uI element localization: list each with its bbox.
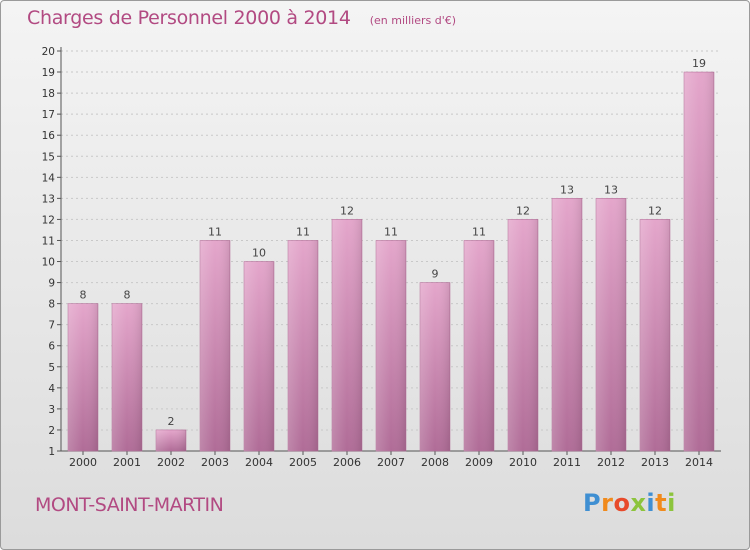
x-tick-label-2013: 2013 [641,456,669,469]
y-tick-label: 7 [48,320,55,332]
x-tick-label-2008: 2008 [421,456,449,469]
data-label-2006: 12 [340,204,354,217]
y-tick-label: 13 [42,193,55,205]
y-tick-label: 8 [48,299,55,311]
x-tick-label-2009: 2009 [465,456,493,469]
data-label-2010: 12 [516,204,530,217]
x-tick-label-2006: 2006 [333,456,361,469]
bar-shade-2001 [112,303,142,451]
y-tick-label: 19 [42,67,55,79]
y-tick-label: 9 [48,278,55,290]
data-label-2011: 13 [560,183,574,196]
bar-shade-2003 [200,240,230,451]
x-tick-label-2004: 2004 [245,456,273,469]
bar-shade-2014 [684,72,714,451]
bar-shade-2006 [332,219,362,451]
y-tick-label: 3 [48,404,55,416]
data-label-2014: 19 [692,57,706,70]
data-label-2009: 11 [472,225,486,238]
data-label-2008: 9 [432,268,439,281]
y-tick-label: 18 [42,88,55,100]
x-tick-label-2011: 2011 [553,456,581,469]
y-tick-label: 16 [42,130,56,142]
labels: 1234567891011121314151617181920820008200… [42,46,713,469]
y-tick-label: 2 [48,425,55,437]
bar-shade-2010 [508,219,538,451]
title-row: Charges de Personnel 2000 à 2014 (en mil… [27,7,456,29]
x-tick-label-2003: 2003 [201,456,229,469]
brand-logo[interactable]: Proxiti [583,489,676,517]
bar-shade-2005 [288,240,318,451]
place-name: MONT-SAINT-MARTIN [35,494,224,516]
brand-letter: i [646,489,656,517]
data-label-2002: 2 [168,415,175,428]
y-tick-label: 14 [42,172,56,184]
x-tick-label-2007: 2007 [377,456,405,469]
y-tick-label: 4 [48,383,55,395]
data-label-2000: 8 [80,289,87,302]
bar-shade-2000 [68,303,98,451]
x-tick-label-2001: 2001 [113,456,141,469]
bars [67,71,715,452]
data-label-2005: 11 [296,225,310,238]
brand-letter: P [583,489,602,517]
x-tick-label-2002: 2002 [157,456,185,469]
bar-shade-2002 [156,429,186,451]
brand-letter: i [667,489,676,517]
data-label-2012: 13 [604,183,618,196]
x-tick-label-2010: 2010 [509,456,537,469]
y-tick-label: 12 [42,214,55,226]
data-label-2003: 11 [208,225,222,238]
bar-shade-2011 [552,198,582,451]
x-tick-label-2012: 2012 [597,456,625,469]
y-tick-label: 6 [48,341,55,353]
y-tick-label: 20 [42,46,55,58]
chart-unit: (en milliers d'€) [369,14,457,27]
y-tick-label: 1 [48,446,55,458]
y-tick-label: 10 [42,257,55,269]
y-tick-label: 5 [48,362,55,374]
bar-shade-2009 [464,240,494,451]
x-tick-label-2005: 2005 [289,456,317,469]
bar-shade-2013 [640,219,670,451]
data-label-2007: 11 [384,225,398,238]
brand-letter: o [613,489,631,517]
brand-letter: x [630,489,647,517]
data-label-2013: 12 [648,204,662,217]
chart-title: Charges de Personnel 2000 à 2014 [27,7,351,29]
bar-shade-2004 [244,261,274,451]
y-tick-label: 15 [42,151,55,163]
bar-shade-2012 [596,198,626,451]
brand-letter: t [655,489,668,517]
data-label-2004: 10 [252,247,266,260]
bar-shade-2008 [420,282,450,451]
y-tick-label: 11 [42,235,55,247]
brand-letter: r [601,489,614,517]
y-tick-label: 17 [42,109,55,121]
bar-shade-2007 [376,240,406,451]
x-tick-label-2014: 2014 [685,456,713,469]
x-tick-label-2000: 2000 [69,456,97,469]
data-label-2001: 8 [124,289,131,302]
